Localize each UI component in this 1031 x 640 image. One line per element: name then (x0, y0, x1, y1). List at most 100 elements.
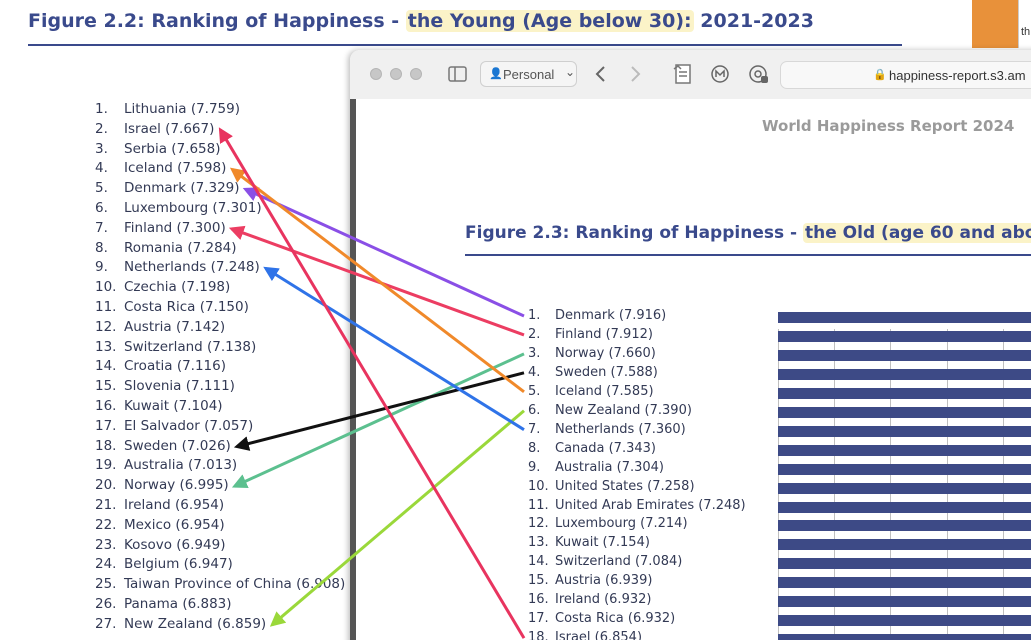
right-title-rule (465, 254, 1031, 256)
left-title-highlight: the Young (Age below 30): (405, 10, 694, 32)
rank-country: Panama (6.883) (124, 596, 232, 612)
zoom-window-button[interactable] (410, 68, 422, 80)
rank-number: 16. (95, 398, 117, 414)
rank-number: 16. (528, 592, 549, 608)
rank-number: 5. (95, 180, 108, 197)
rank-number: 9. (528, 459, 541, 475)
rank-country: Belgium (6.947) (124, 556, 233, 573)
happiness-bar (778, 634, 1031, 640)
rank-number: 12. (95, 318, 117, 335)
rank-country: Norway (7.660) (555, 345, 656, 361)
privacy-extension-icon[interactable] (748, 63, 770, 85)
happiness-bar (778, 444, 1031, 456)
rank-number: 20. (95, 477, 117, 494)
right-figure-title: Figure 2.3: Ranking of Happiness - the O… (465, 223, 1031, 243)
rank-country: Sweden (7.588) (555, 364, 658, 380)
happiness-bar (778, 558, 1031, 570)
rank-number: 23. (95, 536, 117, 553)
corner-thumbnail-edge (1018, 0, 1031, 48)
close-window-button[interactable] (370, 68, 382, 80)
rank-number: 10. (528, 478, 549, 494)
rank-country: Mexico (6.954) (124, 516, 225, 533)
rank-number: 3. (528, 345, 541, 361)
sidebar-toggle-icon[interactable] (448, 65, 468, 83)
rank-number: 6. (528, 402, 541, 418)
pdf-extension-icon[interactable] (672, 63, 694, 85)
rank-country: Australia (7.013) (124, 457, 238, 474)
forward-arrow-icon[interactable] (628, 65, 642, 83)
rank-country: Austria (7.142) (124, 318, 226, 335)
m-extension-icon[interactable] (710, 64, 730, 84)
rank-country: Luxembourg (7.301) (124, 200, 262, 216)
browser-toolbar: 👤 Personal ⌄ (350, 50, 1031, 100)
rank-country: Croatia (7.116) (124, 358, 227, 375)
rank-country: Kuwait (7.154) (555, 535, 650, 551)
rank-country: El Salvador (7.057) (124, 417, 254, 434)
happiness-bar (778, 349, 1031, 361)
rank-number: 24. (95, 556, 117, 573)
happiness-bar (778, 482, 1031, 494)
rank-country: Austria (6.939) (555, 573, 653, 589)
rank-country: Luxembourg (7.214) (555, 516, 688, 532)
left-title-suffix: 2021-2023 (700, 10, 814, 32)
minimize-window-button[interactable] (390, 68, 402, 80)
rank-number: 9. (95, 259, 108, 276)
rank-number: 7. (95, 219, 108, 236)
rank-country: Kuwait (7.104) (124, 398, 223, 414)
rank-number: 3. (95, 140, 108, 157)
rank-number: 2. (95, 120, 108, 137)
rank-number: 6. (95, 200, 108, 216)
rank-number: 12. (528, 516, 549, 532)
happiness-bar (778, 615, 1031, 627)
happiness-bar (778, 596, 1031, 608)
happiness-bar (778, 368, 1031, 380)
rank-country: New Zealand (6.859) (124, 615, 267, 632)
rank-country: Israel (6.854) (555, 630, 643, 640)
back-arrow-icon[interactable] (594, 65, 608, 83)
rank-number: 11. (95, 299, 117, 315)
rank-country: Iceland (7.598) (124, 160, 227, 177)
rank-number: 1. (95, 101, 108, 117)
left-title-prefix: Figure 2.2: Ranking of Happiness - (28, 10, 400, 32)
rank-number: 8. (528, 440, 541, 456)
rank-number: 19. (95, 457, 117, 474)
rank-country: Ireland (6.954) (124, 497, 225, 513)
address-bar[interactable]: 🔒 happiness-report.s3.am (780, 61, 1031, 89)
happiness-bar (778, 501, 1031, 513)
rank-number: 2. (528, 326, 541, 342)
rank-number: 13. (95, 338, 117, 355)
rank-number: 26. (95, 596, 117, 612)
rank-number: 17. (528, 611, 549, 627)
rank-country: Costa Rica (7.150) (124, 299, 249, 315)
rank-number: 7. (528, 421, 541, 437)
happiness-bar (778, 520, 1031, 532)
profile-selector[interactable]: 👤 Personal ⌄ (480, 61, 577, 87)
rank-country: Israel (7.667) (124, 120, 215, 137)
left-title-rule (28, 44, 902, 46)
rank-number: 11. (528, 497, 549, 513)
rank-number: 22. (95, 516, 117, 533)
rank-number: 8. (95, 239, 108, 256)
rank-country: Canada (7.343) (555, 440, 656, 456)
profile-label: Personal (503, 67, 555, 82)
rank-number: 17. (95, 417, 117, 434)
left-figure-title: Figure 2.2: Ranking of Happiness - the Y… (28, 10, 814, 32)
rank-country: Denmark (7.329) (124, 180, 240, 197)
rank-country: Kosovo (6.949) (124, 536, 226, 553)
rank-country: Slovenia (7.111) (124, 378, 235, 395)
address-text: happiness-report.s3.am (889, 68, 1026, 83)
rank-country: Czechia (7.198) (124, 279, 231, 296)
report-header: World Happiness Report 2024 (762, 117, 1015, 135)
rank-country: Serbia (7.658) (124, 140, 221, 157)
browser-content: World Happiness Report 2024 Figure 2.3: … (350, 99, 1031, 640)
rank-country: New Zealand (7.390) (555, 402, 692, 418)
rank-country: Costa Rica (6.932) (555, 611, 676, 627)
rank-country: Netherlands (7.248) (124, 259, 260, 276)
rank-country: Netherlands (7.360) (555, 421, 686, 437)
rank-number: 27. (95, 615, 117, 632)
rank-number: 18. (95, 437, 117, 454)
browser-window-edge (350, 99, 356, 640)
lock-icon: 🔒 (873, 69, 887, 81)
rank-country: Lithuania (7.759) (124, 101, 241, 117)
corner-thumbnail[interactable] (972, 0, 1020, 48)
